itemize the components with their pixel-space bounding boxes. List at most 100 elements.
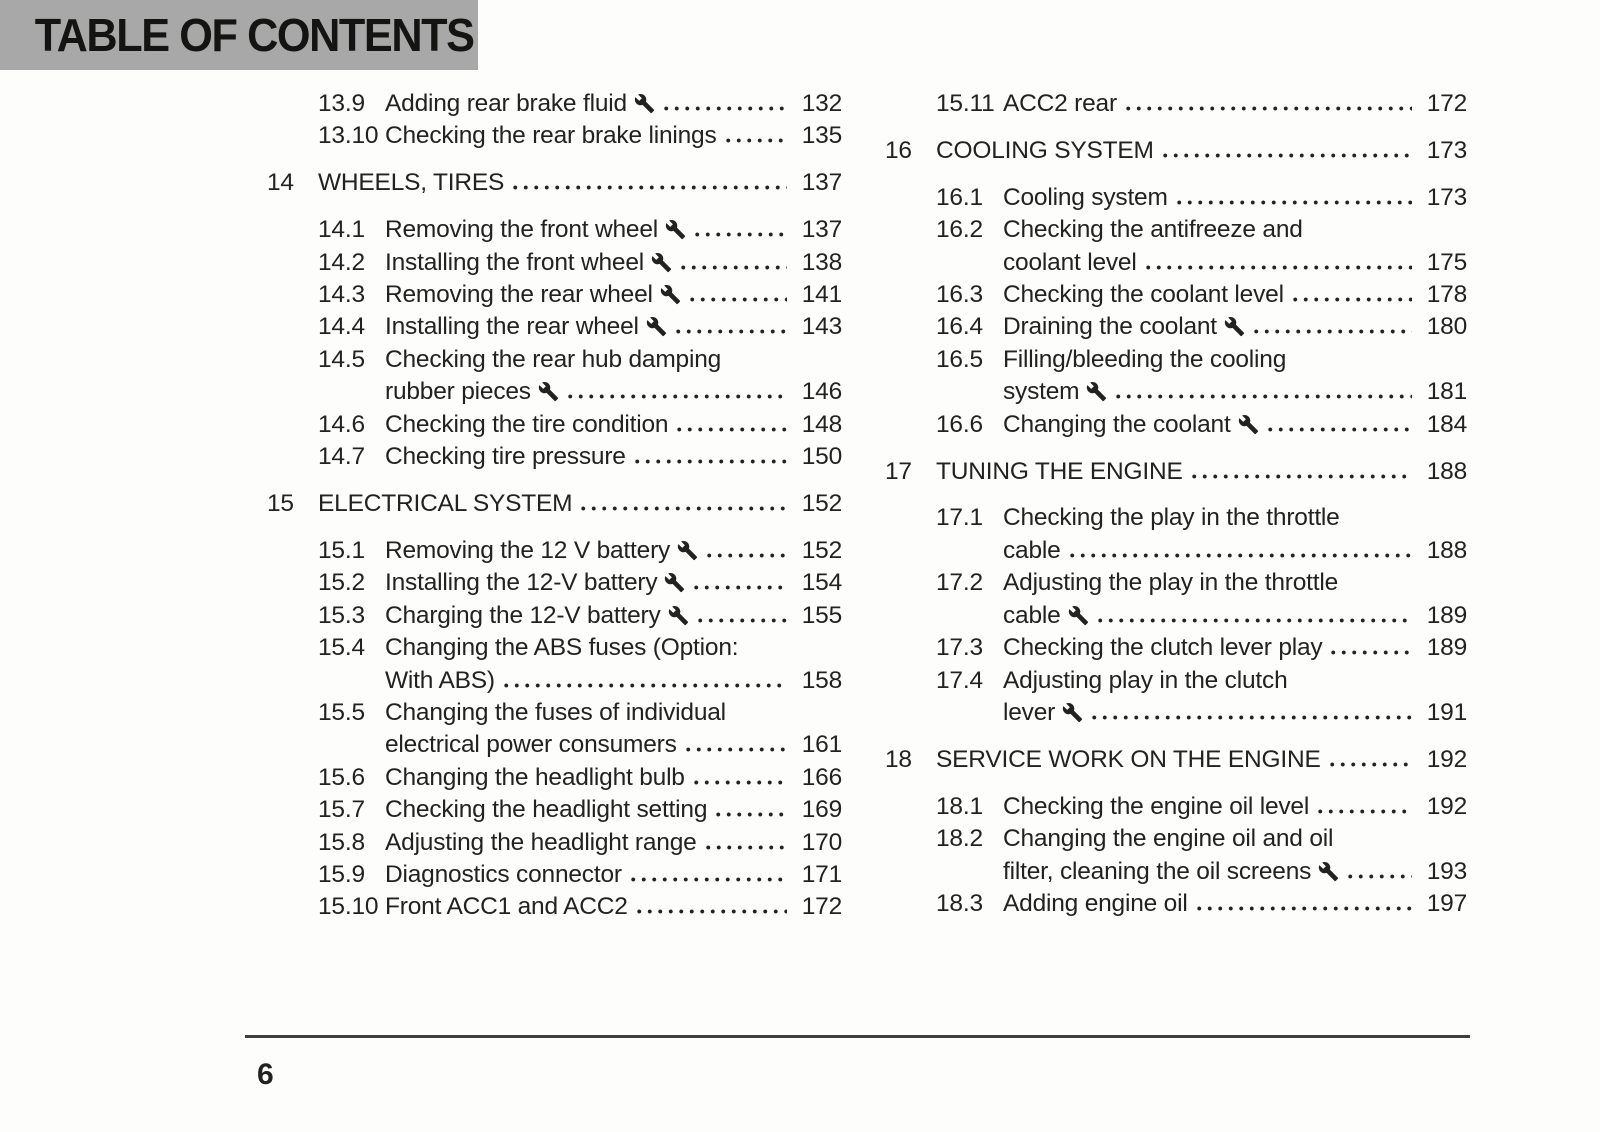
toc-entry-number: 13.9 <box>318 90 365 117</box>
toc-entry-last-line: SERVICE WORK ON THE ENGINE 192 <box>936 744 1467 776</box>
toc-entry-body: Adjusting play in the clutch lever 191 <box>1003 665 1467 730</box>
toc-entry[interactable]: 18.1 Checking the engine oil level 192 <box>885 791 1467 823</box>
dot-leader <box>1326 761 1412 767</box>
toc-entry-title: ELECTRICAL SYSTEM <box>318 489 573 517</box>
toc-entry[interactable]: 15.4 Changing the ABS fuses (Option: With … <box>267 632 842 697</box>
toc-entry[interactable]: 15.7 Checking the headlight setting 169 <box>267 794 842 826</box>
toc-entry[interactable]: 13.10 Checking the rear brake linings 135 <box>267 120 842 152</box>
toc-entry[interactable]: 17.2 Adjusting the play in the throttle ca… <box>885 567 1467 632</box>
toc-entry-last-line: lever 191 <box>1003 697 1467 729</box>
wrench-icon <box>677 540 698 561</box>
toc-entry-body: Changing the coolant 184 <box>1003 409 1467 441</box>
toc-entry-body: Removing the front wheel 137 <box>385 214 842 246</box>
toc-entry[interactable]: 14.3 Removing the rear wheel 141 <box>267 279 842 311</box>
toc-entry-page: 143 <box>801 313 842 341</box>
toc-entry-number: 15.6 <box>318 763 365 791</box>
toc-entry[interactable]: 14.6 Checking the tire condition 148 <box>267 409 842 441</box>
toc-entry[interactable]: 15.5 Changing the fuses of individual elec… <box>267 697 842 762</box>
toc-entry[interactable]: 14.7 Checking tire pressure 150 <box>267 441 842 473</box>
toc-entry[interactable]: 14.2 Installing the front wheel 138 <box>267 247 842 279</box>
toc-entry-title: Changing the headlight bulb <box>385 763 685 791</box>
dot-leader <box>694 617 787 623</box>
dot-leader <box>500 682 787 688</box>
toc-entry[interactable]: 17.1 Checking the play in the throttle cab… <box>885 502 1467 567</box>
toc-entry[interactable]: 16.6 Changing the coolant 184 <box>885 409 1467 441</box>
toc-entry-title: Checking tire pressure <box>385 443 626 471</box>
dot-leader <box>631 459 787 465</box>
dot-leader <box>510 185 787 191</box>
toc-entry-page: 170 <box>801 828 842 856</box>
dot-leader <box>682 747 787 753</box>
toc-entry-title: Adjusting the headlight range <box>385 828 697 856</box>
toc-entry-page: 132 <box>801 90 842 117</box>
toc-entry-number: 15.7 <box>318 796 365 824</box>
toc-entry-title: rubber pieces <box>385 378 531 406</box>
toc-entry-body: COOLING SYSTEM 173 <box>936 135 1467 167</box>
toc-entry-number: 14.5 <box>318 345 365 373</box>
toc-entry-body: Adjusting the headlight range 170 <box>385 827 842 859</box>
toc-entry[interactable]: 18.2 Changing the engine oil and oil filte… <box>885 823 1467 888</box>
toc-entry[interactable]: 17 TUNING THE ENGINE 188 <box>885 456 1467 488</box>
toc-entry[interactable]: 14.5 Checking the rear hub damping rubber … <box>267 344 842 409</box>
toc-entry[interactable]: 15 ELECTRICAL SYSTEM 152 <box>267 488 842 520</box>
toc-entry-title: coolant level <box>1003 248 1137 276</box>
toc-entry[interactable]: 13.9 Adding rear brake fluid 132 <box>267 88 842 120</box>
toc-entry-last-line: Charging the 12-V battery 155 <box>385 600 842 632</box>
toc-entry[interactable]: 16.4 Draining the coolant 180 <box>885 311 1467 343</box>
dot-leader <box>692 232 787 238</box>
toc-entry[interactable]: 15.10 Front ACC1 and ACC2 172 <box>267 891 842 923</box>
toc-entry[interactable]: 15.3 Charging the 12-V battery 155 <box>267 600 842 632</box>
toc-entry-number: 16.2 <box>936 216 983 244</box>
toc-entry[interactable]: 14 WHEELS, TIRES 137 <box>267 167 842 199</box>
toc-entry[interactable]: 17.4 Adjusting play in the clutch lever 191 <box>885 665 1467 730</box>
toc-entry-body: Changing the engine oil and oil filter, c… <box>1003 823 1467 888</box>
page-number: 6 <box>257 1058 274 1091</box>
toc-entry-last-line: Adding engine oil 197 <box>1003 888 1467 920</box>
toc-entry-title: Checking the clutch lever play <box>1003 634 1323 662</box>
toc-entry-title: electrical power consumers <box>385 731 677 759</box>
dot-leader <box>1193 905 1412 911</box>
toc-entry-body: Checking the rear hub damping rubber piec… <box>385 344 842 409</box>
wrench-icon <box>646 316 667 337</box>
toc-entry-title: Cooling system <box>1003 183 1168 211</box>
toc-entry[interactable]: 16 COOLING SYSTEM 173 <box>885 135 1467 167</box>
toc-entry-title: Checking the rear hub damping <box>385 345 722 373</box>
toc-entry-title: Diagnostics connector <box>385 860 622 888</box>
toc-entry[interactable]: 15.6 Changing the headlight bulb 166 <box>267 762 842 794</box>
toc-entry-number: 16.4 <box>936 313 983 341</box>
toc-entry-title: Removing the rear wheel <box>385 281 653 309</box>
toc-entry-title: Installing the front wheel <box>385 248 645 276</box>
toc-entry-number: 15.9 <box>318 860 365 888</box>
toc-entry-title: Draining the coolant <box>1003 313 1217 341</box>
toc-entry[interactable]: 16.2 Checking the antifreeze and coolant l… <box>885 214 1467 279</box>
toc-entry-title: Checking the coolant level <box>1003 281 1284 309</box>
toc-entry-title: Adding engine oil <box>1003 889 1188 917</box>
toc-entry[interactable]: 16.5 Filling/bleeding the cooling system 18… <box>885 344 1467 409</box>
toc-entry[interactable]: 18 SERVICE WORK ON THE ENGINE 192 <box>885 744 1467 776</box>
toc-entry-title: TUNING THE ENGINE <box>936 457 1183 485</box>
toc-entry-body: TUNING THE ENGINE 188 <box>936 456 1467 488</box>
toc-entry[interactable]: 17.3 Checking the clutch lever play 189 <box>885 632 1467 664</box>
toc-entry[interactable]: 15.11 ACC2 rear 172 <box>885 88 1467 120</box>
toc-entry-body: Installing the front wheel 138 <box>385 247 842 279</box>
toc-entry-number: 15.11 <box>936 90 995 117</box>
toc-entry[interactable]: 15.1 Removing the 12 V battery 152 <box>267 535 842 567</box>
dot-leader <box>1173 199 1412 205</box>
toc-entry[interactable]: 14.1 Removing the front wheel 137 <box>267 214 842 246</box>
toc-entry-last-line: filter, cleaning the oil screens 193 <box>1003 856 1467 888</box>
wrench-icon <box>660 284 681 305</box>
toc-entry-last-line: Checking the clutch lever play 189 <box>1003 632 1467 664</box>
toc-entry-page: 161 <box>801 731 842 759</box>
toc-entry[interactable]: 15.8 Adjusting the headlight range 170 <box>267 827 842 859</box>
toc-entry-body: Checking the coolant level 178 <box>1003 279 1467 311</box>
toc-entry-page: 141 <box>801 281 842 309</box>
toc-entry[interactable]: 18.3 Adding engine oil 197 <box>885 888 1467 920</box>
wrench-icon <box>1068 605 1089 626</box>
toc-entry-last-line: Cooling system 173 <box>1003 182 1467 214</box>
toc-entry[interactable]: 16.1 Cooling system 173 <box>885 182 1467 214</box>
toc-entry[interactable]: 15.2 Installing the 12-V battery 154 <box>267 567 842 599</box>
toc-entry[interactable]: 16.3 Checking the coolant level 178 <box>885 279 1467 311</box>
toc-entry-last-line: With ABS) 158 <box>385 665 842 697</box>
toc-entry[interactable]: 14.4 Installing the rear wheel 143 <box>267 311 842 343</box>
toc-entry[interactable]: 15.9 Diagnostics connector 171 <box>267 859 842 891</box>
